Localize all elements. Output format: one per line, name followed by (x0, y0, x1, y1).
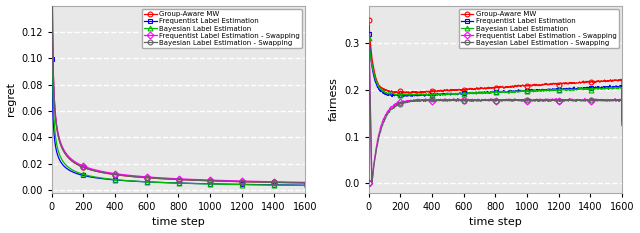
Bayesian Label Estimation - Swapping (365, 182, 372, 185)
Frequentist Label Estimation - Swapping (370, 165, 378, 168)
Bayesian Label Estimation (540, 89, 547, 92)
Bayesian Label Estimation (223, 183, 230, 186)
Bayesian Label Estimation (178, 182, 186, 185)
Bayesian Label Estimation (93, 176, 101, 179)
Frequentist Label Estimation (301, 185, 309, 188)
Line: Group-Aware MW: Group-Aware MW (366, 17, 625, 124)
Legend: Group-Aware MW, Frequentist Label Estimation, Bayesian Label Estimation, Frequen: Group-Aware MW, Frequentist Label Estima… (458, 9, 619, 48)
Bayesian Label Estimation - Swapping (618, 120, 626, 123)
Frequentist Label Estimation (479, 91, 487, 94)
Group-Aware MW (410, 90, 418, 93)
Frequentist Label Estimation (365, 32, 372, 35)
Group-Aware MW (370, 66, 378, 69)
Bayesian Label Estimation (370, 70, 378, 73)
Bayesian Label Estimation - Swapping (540, 99, 547, 102)
Line: Bayesian Label Estimation - Swapping: Bayesian Label Estimation - Swapping (366, 41, 625, 186)
Bayesian Label Estimation (618, 124, 626, 127)
Bayesian Label Estimation - Swapping (301, 184, 309, 187)
Y-axis label: fairness: fairness (328, 77, 339, 121)
Line: Group-Aware MW: Group-Aware MW (49, 0, 308, 188)
Bayesian Label Estimation - Swapping (479, 98, 487, 101)
Line: Frequentist Label Estimation: Frequentist Label Estimation (366, 31, 625, 128)
Frequentist Label Estimation - Swapping (410, 99, 418, 102)
Group-Aware MW (602, 80, 610, 82)
Frequentist Label Estimation - Swapping (495, 99, 502, 102)
Line: Bayesian Label Estimation: Bayesian Label Estimation (49, 0, 308, 189)
Bayesian Label Estimation (53, 143, 61, 146)
Group-Aware MW (285, 181, 293, 184)
Bayesian Label Estimation - Swapping (223, 180, 230, 183)
Bayesian Label Estimation - Swapping (365, 42, 372, 45)
Y-axis label: regret: regret (6, 82, 15, 116)
Group-Aware MW (163, 178, 170, 180)
Frequentist Label Estimation (410, 94, 418, 97)
Frequentist Label Estimation (602, 86, 610, 89)
Bayesian Label Estimation - Swapping (53, 126, 61, 129)
Group-Aware MW (178, 178, 186, 181)
Frequentist Label Estimation (285, 184, 293, 186)
Bayesian Label Estimation - Swapping (178, 178, 186, 181)
Group-Aware MW (618, 120, 626, 123)
Frequentist Label Estimation - Swapping (602, 99, 610, 102)
Frequentist Label Estimation (223, 183, 230, 185)
Group-Aware MW (495, 86, 502, 88)
Bayesian Label Estimation (48, 0, 56, 1)
Line: Bayesian Label Estimation: Bayesian Label Estimation (366, 36, 625, 128)
Frequentist Label Estimation - Swapping (301, 184, 309, 186)
Bayesian Label Estimation - Swapping (602, 99, 610, 102)
X-axis label: time step: time step (469, 217, 522, 227)
Bayesian Label Estimation (479, 92, 487, 94)
Group-Aware MW (53, 126, 61, 129)
Frequentist Label Estimation (540, 89, 547, 92)
Bayesian Label Estimation - Swapping (370, 165, 378, 168)
Line: Frequentist Label Estimation - Swapping: Frequentist Label Estimation - Swapping (366, 31, 625, 186)
Bayesian Label Estimation (285, 184, 293, 187)
Frequentist Label Estimation (618, 124, 626, 127)
Frequentist Label Estimation (495, 89, 502, 92)
Frequentist Label Estimation - Swapping (618, 120, 626, 123)
Legend: Group-Aware MW, Frequentist Label Estimation, Bayesian Label Estimation, Frequen: Group-Aware MW, Frequentist Label Estima… (141, 9, 302, 48)
Bayesian Label Estimation (602, 87, 610, 90)
Frequentist Label Estimation - Swapping (53, 124, 61, 127)
Frequentist Label Estimation - Swapping (365, 182, 372, 185)
Group-Aware MW (479, 87, 487, 90)
Bayesian Label Estimation (301, 186, 309, 188)
Frequentist Label Estimation (178, 182, 186, 185)
Bayesian Label Estimation - Swapping (285, 181, 293, 184)
Frequentist Label Estimation (163, 181, 170, 184)
Frequentist Label Estimation - Swapping (223, 179, 230, 182)
Frequentist Label Estimation (370, 73, 378, 76)
Frequentist Label Estimation (53, 151, 61, 153)
Group-Aware MW (223, 180, 230, 183)
Frequentist Label Estimation - Swapping (365, 32, 372, 35)
Line: Frequentist Label Estimation: Frequentist Label Estimation (49, 13, 308, 189)
Frequentist Label Estimation - Swapping (540, 100, 547, 103)
Frequentist Label Estimation - Swapping (479, 99, 487, 102)
Frequentist Label Estimation - Swapping (93, 169, 101, 172)
Bayesian Label Estimation - Swapping (93, 170, 101, 173)
Frequentist Label Estimation (93, 177, 101, 179)
Bayesian Label Estimation (163, 181, 170, 184)
Frequentist Label Estimation - Swapping (285, 181, 293, 183)
Frequentist Label Estimation - Swapping (178, 178, 186, 180)
Frequentist Label Estimation - Swapping (163, 177, 170, 180)
Group-Aware MW (365, 18, 372, 21)
Bayesian Label Estimation (365, 37, 372, 40)
X-axis label: time step: time step (152, 217, 205, 227)
Group-Aware MW (301, 184, 309, 187)
Bayesian Label Estimation (495, 91, 502, 94)
Line: Frequentist Label Estimation - Swapping: Frequentist Label Estimation - Swapping (49, 0, 308, 187)
Group-Aware MW (93, 170, 101, 173)
Line: Bayesian Label Estimation - Swapping: Bayesian Label Estimation - Swapping (49, 0, 308, 188)
Group-Aware MW (540, 83, 547, 86)
Bayesian Label Estimation - Swapping (410, 99, 418, 102)
Frequentist Label Estimation (48, 14, 56, 17)
Bayesian Label Estimation (410, 93, 418, 96)
Frequentist Label Estimation (48, 58, 56, 60)
Bayesian Label Estimation - Swapping (495, 99, 502, 102)
Bayesian Label Estimation - Swapping (163, 178, 170, 180)
